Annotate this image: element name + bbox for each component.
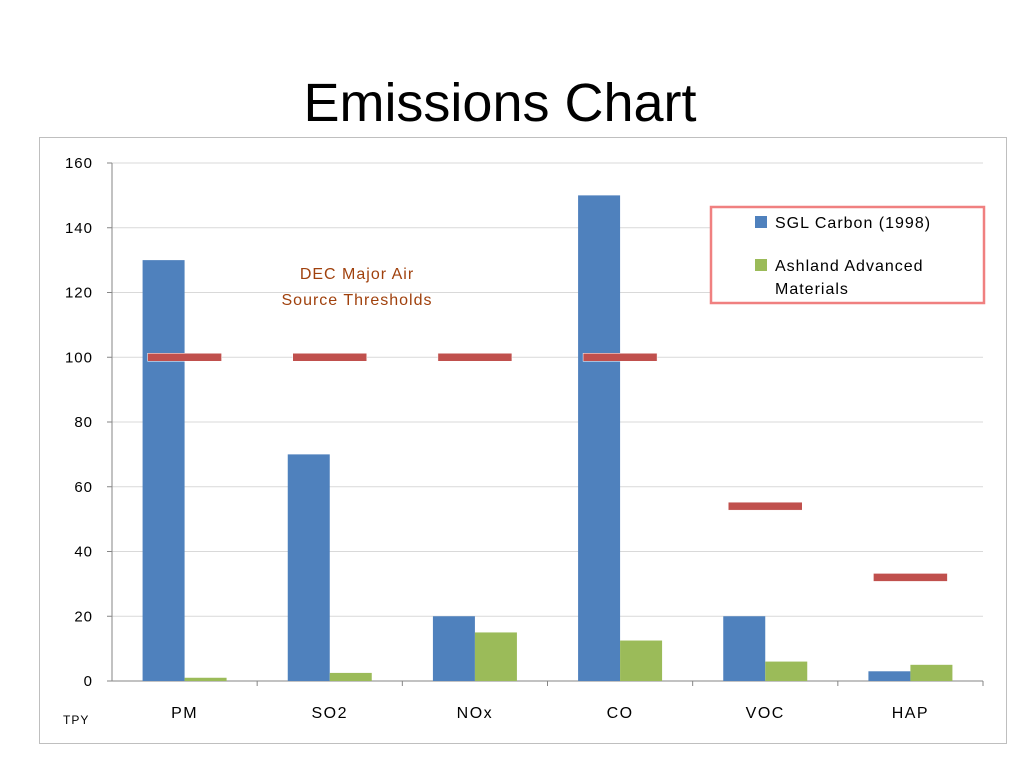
bar-sgl-carbon [578,195,621,681]
bar-sgl-carbon [142,260,185,681]
y-tick-label: 140 [65,220,93,237]
legend-swatch [755,259,767,271]
legend-swatch [755,216,767,228]
bar-ashland [620,640,663,681]
y-tick-label: 100 [65,349,93,366]
y-tick-label: 40 [74,544,93,561]
x-tick-label: NOx [457,705,494,722]
threshold-marker [582,353,658,362]
x-tick-label: CO [607,705,634,722]
bar-sgl-carbon [723,616,766,681]
y-tick-label: 60 [74,479,93,496]
y-tick-label: 160 [65,155,93,172]
bar-ashland [765,661,808,681]
threshold-annotation: Source Thresholds [282,292,433,309]
legend-label: SGL Carbon (1998) [775,215,931,232]
bar-sgl-carbon [432,616,475,681]
y-tick-label: 0 [84,673,93,690]
threshold-marker [437,353,513,362]
chart-frame [39,137,1007,744]
threshold-marker [147,353,222,362]
threshold-marker [873,573,948,582]
bar-ashland [910,664,953,681]
y-unit-label: TPY [63,713,89,727]
threshold-annotation: DEC Major Air [300,266,414,283]
x-tick-label: HAP [892,705,929,722]
x-tick-label: VOC [746,705,785,722]
bar-sgl-carbon [287,454,330,681]
x-tick-label: PM [171,705,198,722]
bar-ashland [474,632,517,681]
y-tick-label: 120 [65,285,93,302]
y-tick-label: 80 [74,414,93,431]
bar-ashland [329,672,372,681]
x-tick-label: SO2 [311,705,348,722]
y-tick-label: 20 [74,608,93,625]
bar-ashland [184,677,227,681]
legend-label: Ashland Advanced [775,258,924,275]
bar-sgl-carbon [868,671,911,681]
threshold-marker [728,501,803,511]
legend-label: Materials [775,281,849,298]
threshold-marker [292,353,367,362]
slide-title: Emissions Chart [303,73,697,133]
